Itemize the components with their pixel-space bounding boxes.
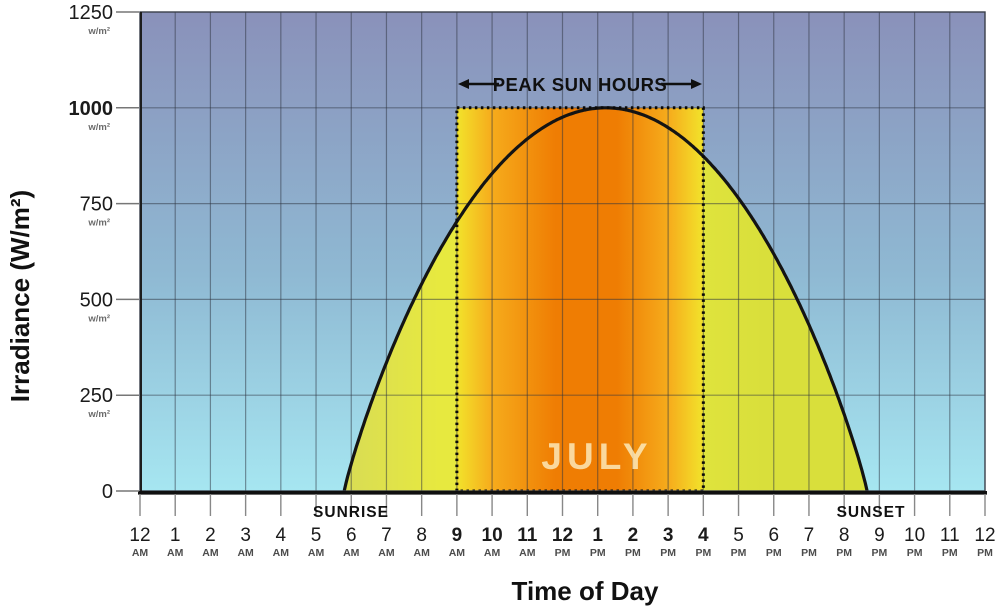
x-tick-period: AM	[343, 547, 360, 559]
y-axis-title: Irradiance (W/m²)	[5, 190, 35, 402]
y-tick-unit: w/m²	[87, 26, 110, 37]
sunrise-label: SUNRISE	[313, 504, 389, 521]
x-tick-hour: 12	[129, 525, 150, 546]
x-tick-hour: 12	[552, 525, 573, 546]
x-tick-period: AM	[413, 547, 430, 559]
x-tick-hour: 5	[311, 525, 322, 546]
x-tick-hour: 2	[205, 525, 216, 546]
sunset-label: SUNSET	[837, 504, 906, 521]
x-tick-period: AM	[273, 547, 290, 559]
x-tick-hour: 10	[482, 525, 503, 546]
y-tick-value: 500	[80, 289, 113, 311]
x-tick-hour: 6	[346, 525, 357, 546]
x-tick-hour: 7	[381, 525, 392, 546]
x-tick-period: AM	[378, 547, 395, 559]
x-tick-hour: 11	[517, 525, 538, 546]
x-tick-period: PM	[977, 547, 993, 559]
x-tick-period: PM	[836, 547, 852, 559]
y-tick-unit: w/m²	[87, 122, 110, 133]
y-tick-value: 1250	[69, 2, 114, 24]
peak-sun-hours-annotation: PEAK SUN HOURS	[458, 74, 702, 95]
x-tick-period: AM	[484, 547, 501, 559]
x-tick-period: PM	[731, 547, 747, 559]
peak-arrow-left-head-icon	[458, 79, 469, 89]
x-tick-hour: 4	[276, 525, 287, 546]
x-tick-hour: 5	[733, 525, 744, 546]
x-tick-period: PM	[907, 547, 923, 559]
x-tick-hour: 1	[592, 525, 603, 546]
x-tick-hour: 9	[874, 525, 885, 546]
x-tick-hour: 6	[768, 525, 779, 546]
x-tick-period: PM	[625, 547, 641, 559]
x-tick-hour: 10	[904, 525, 925, 546]
month-watermark: JULY	[541, 436, 652, 477]
x-tick-period: AM	[449, 547, 466, 559]
x-tick-period: PM	[872, 547, 888, 559]
y-tick-unit: w/m²	[87, 218, 110, 229]
y-tick-value: 750	[80, 194, 113, 216]
x-tick-hour: 12	[974, 525, 995, 546]
x-axis-ticks: 12AM1AM2AM3AM4AM5AM6AM7AM8AM9AM10AM11AM1…	[129, 494, 996, 559]
x-tick-period: PM	[942, 547, 958, 559]
x-tick-hour: 3	[663, 525, 674, 546]
x-tick-period: AM	[308, 547, 325, 559]
y-axis-ticks: 1250 w/m² 1000 w/m² 750 w/m² 500 w/m² 250 w/m² 0	[69, 2, 139, 503]
x-tick-hour: 2	[628, 525, 639, 546]
y-tick-value: 0	[102, 481, 113, 503]
peak-sun-hours-dotted-border	[455, 106, 705, 493]
x-tick-period: PM	[801, 547, 817, 559]
y-tick-unit: w/m²	[87, 409, 110, 420]
x-tick-period: PM	[555, 547, 571, 559]
x-tick-period: PM	[766, 547, 782, 559]
x-tick-hour: 8	[839, 525, 850, 546]
x-tick-hour: 9	[452, 525, 463, 546]
peak-sun-hours-label: PEAK SUN HOURS	[493, 74, 668, 95]
x-tick-period: AM	[519, 547, 536, 559]
x-tick-hour: 8	[416, 525, 427, 546]
irradiance-curve	[342, 106, 869, 493]
x-tick-period: AM	[202, 547, 219, 559]
x-tick-hour: 4	[698, 525, 709, 546]
x-tick-hour: 11	[940, 525, 960, 546]
x-tick-period: PM	[660, 547, 676, 559]
x-tick-period: PM	[590, 547, 606, 559]
x-tick-hour: 7	[804, 525, 815, 546]
x-axis-title: Time of Day	[512, 576, 659, 606]
y-tick-value: 1000	[69, 98, 114, 120]
x-tick-hour: 3	[240, 525, 251, 546]
x-tick-hour: 1	[170, 525, 181, 546]
peak-arrow-right-head-icon	[691, 79, 702, 89]
x-tick-period: AM	[132, 547, 149, 559]
x-tick-period: PM	[695, 547, 711, 559]
x-tick-period: AM	[237, 547, 254, 559]
y-tick-value: 250	[80, 385, 113, 407]
x-tick-period: AM	[167, 547, 184, 559]
gridlines	[140, 12, 985, 491]
y-tick-unit: w/m²	[87, 313, 110, 324]
